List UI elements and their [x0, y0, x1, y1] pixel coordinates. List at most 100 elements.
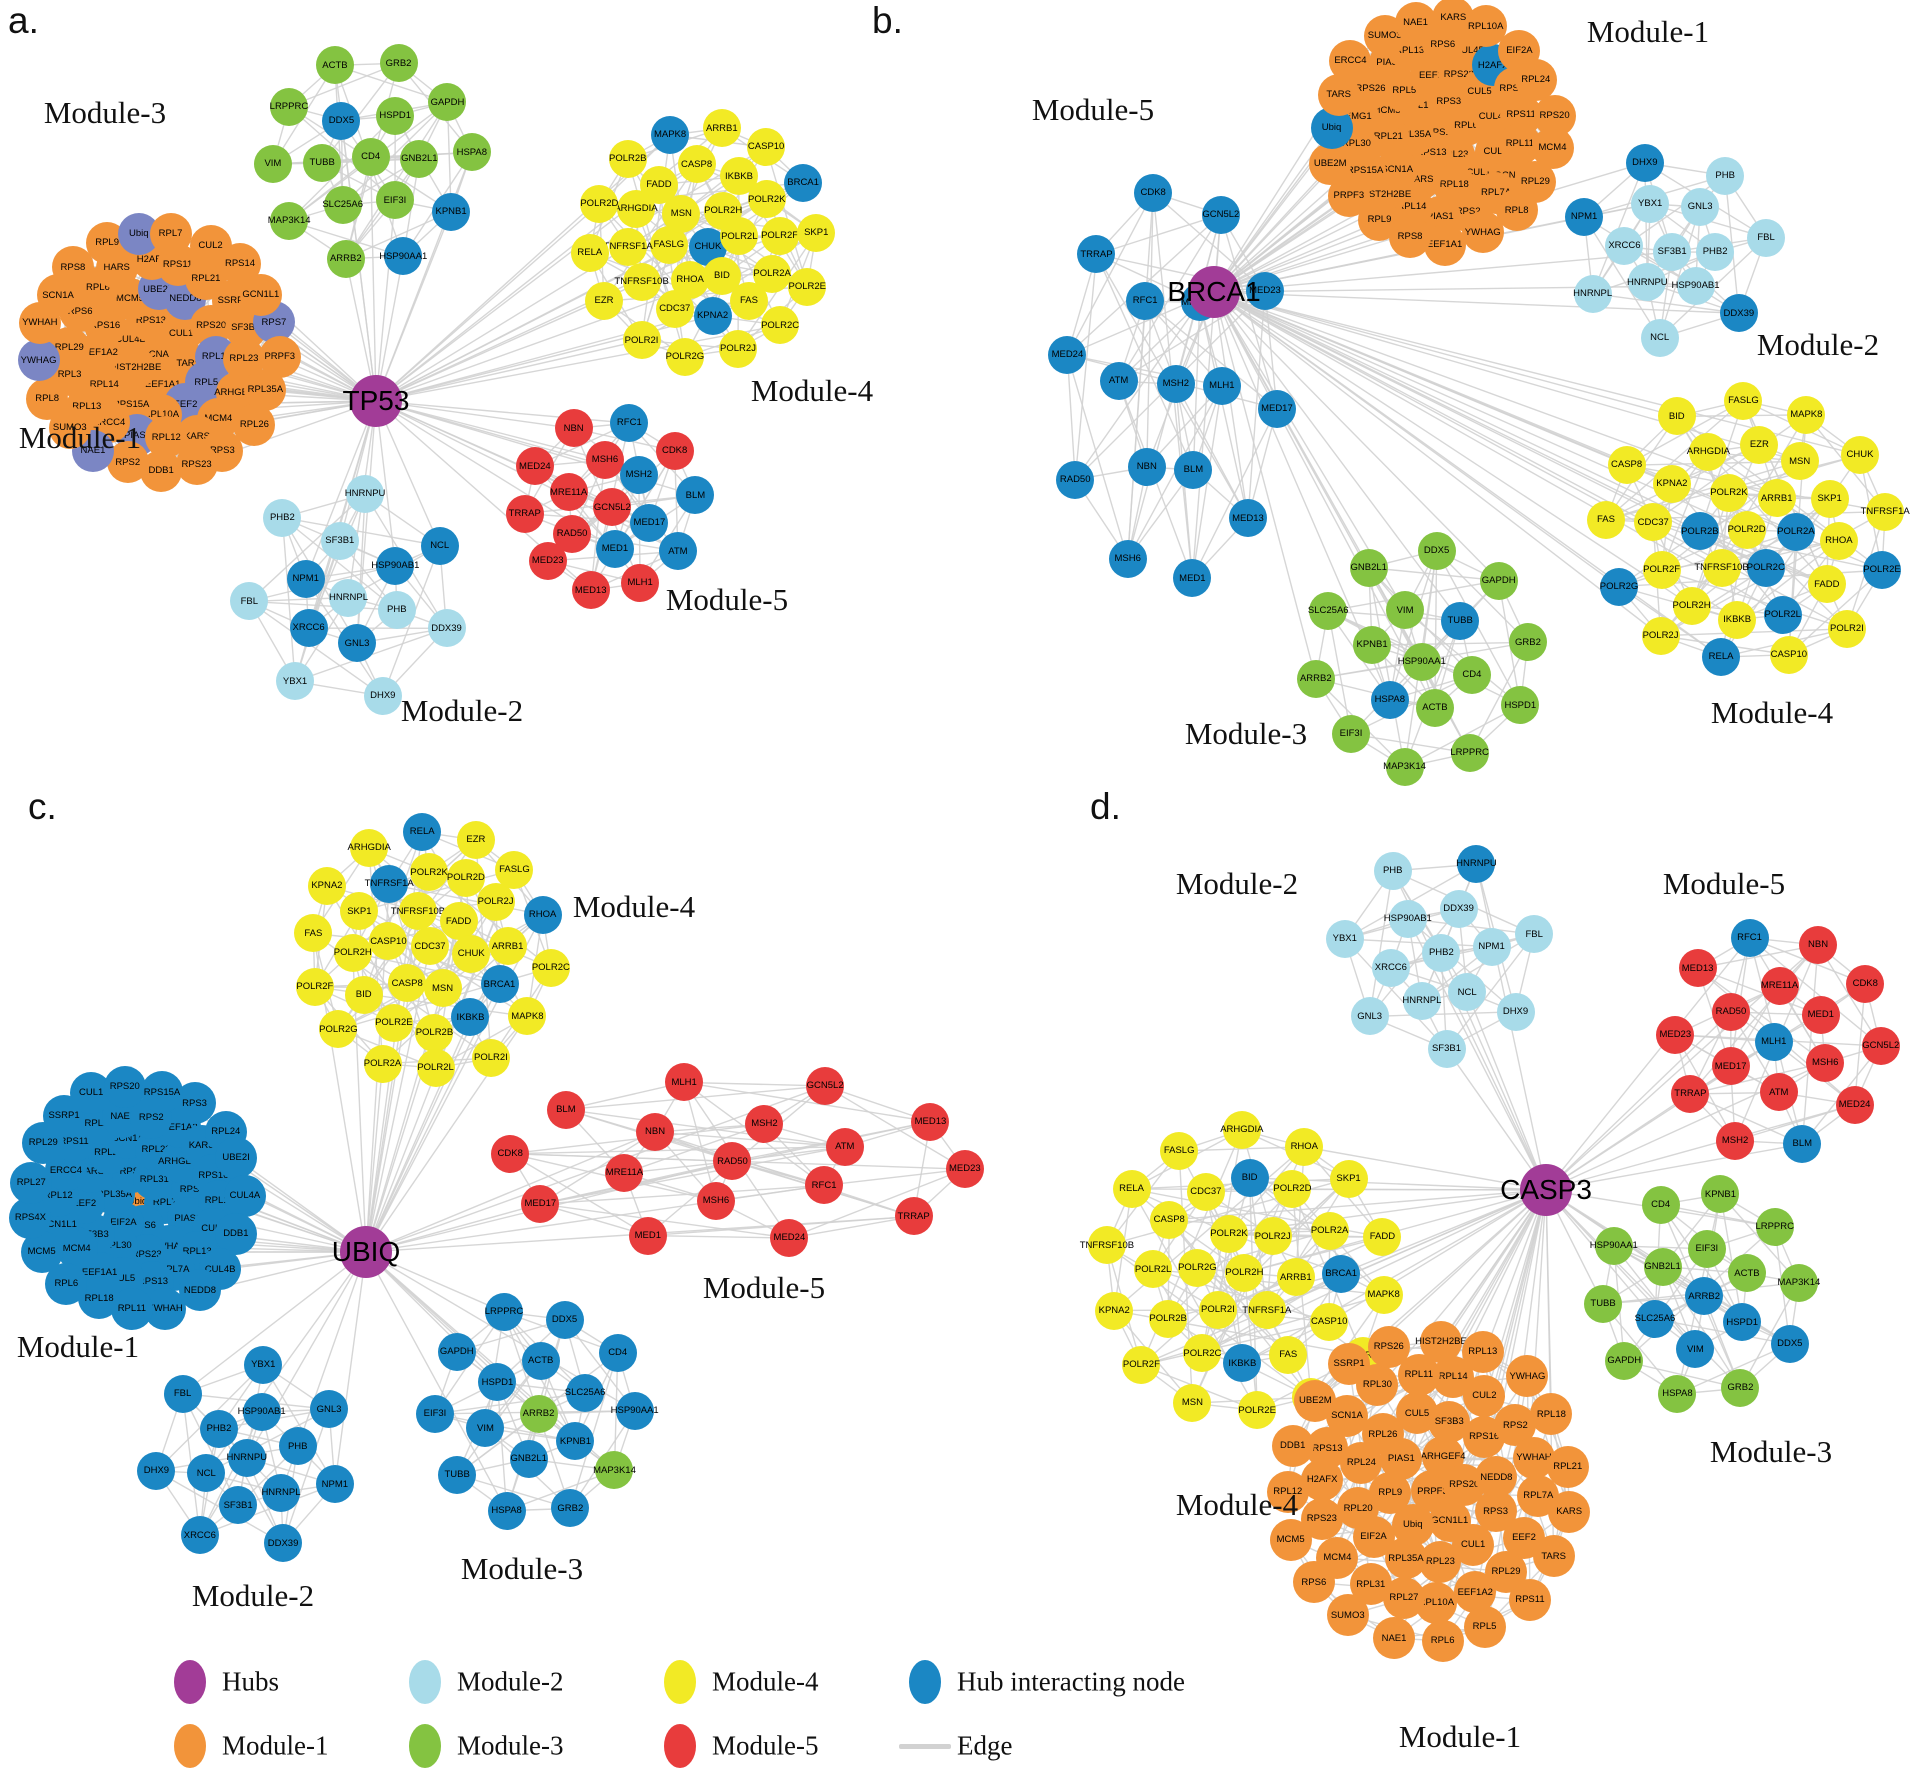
node-SF3B1[interactable]: SF3B1 [219, 1486, 258, 1525]
node-TNFRSF1A[interactable]: TNFRSF1A [1861, 492, 1910, 531]
node-KPNB1[interactable]: KPNB1 [1353, 626, 1392, 665]
node-CASP8[interactable]: CASP8 [1150, 1201, 1189, 1240]
node-GCN1L1[interactable]: GCN1L1 [239, 273, 282, 316]
node-CASP10[interactable]: CASP10 [1310, 1302, 1349, 1341]
node-CDC37[interactable]: CDC37 [655, 289, 694, 328]
node-MRE11A[interactable]: MRE11A [605, 1154, 644, 1193]
node-RPL26[interactable]: RPL26 [1361, 1413, 1404, 1456]
node-YWHAG[interactable]: YWHAG [1461, 211, 1504, 254]
node-MAP3K14[interactable]: MAP3K14 [1383, 748, 1426, 787]
node-MSH2[interactable]: MSH2 [1716, 1121, 1755, 1160]
node-KPNB1[interactable]: KPNB1 [1701, 1175, 1740, 1214]
node-MED13[interactable]: MED13 [911, 1102, 950, 1141]
node-POLR2E[interactable]: POLR2E [374, 1003, 413, 1042]
node-VIM[interactable]: VIM [466, 1409, 505, 1448]
node-YBX1[interactable]: YBX1 [1631, 184, 1670, 223]
node-IKBKB[interactable]: IKBKB [1223, 1344, 1262, 1383]
node-HSPA8[interactable]: HSPA8 [1658, 1375, 1697, 1414]
node-MED1[interactable]: MED1 [1173, 559, 1212, 598]
node-CASP8[interactable]: CASP8 [388, 964, 427, 1003]
node-GCN5L2[interactable]: GCN5L2 [593, 488, 632, 527]
node-MED23[interactable]: MED23 [1656, 1015, 1695, 1054]
node-MSH6[interactable]: MSH6 [1108, 539, 1147, 578]
node-BLM[interactable]: BLM [1174, 450, 1213, 489]
node-RPS6[interactable]: RPS6 [1292, 1561, 1335, 1604]
node-FBL[interactable]: FBL [1515, 915, 1554, 954]
node-BRCA1[interactable]: BRCA1 [1322, 1254, 1361, 1293]
node-FAS[interactable]: FAS [1269, 1336, 1308, 1375]
node-NBN[interactable]: NBN [636, 1113, 675, 1152]
node-TUBB[interactable]: TUBB [438, 1455, 477, 1494]
node-TNFRSF10B[interactable]: TNFRSF10B [1694, 548, 1749, 587]
node-GRB2[interactable]: GRB2 [551, 1489, 590, 1528]
node-FASLG[interactable]: FASLG [1724, 381, 1763, 420]
node-MED13[interactable]: MED13 [571, 571, 610, 610]
node-GNB2L1[interactable]: GNB2L1 [1643, 1247, 1682, 1286]
node-RPL13[interactable]: RPL13 [1461, 1330, 1504, 1373]
node-RFC1[interactable]: RFC1 [1730, 918, 1769, 957]
node-NCL[interactable]: NCL [1640, 318, 1679, 357]
node-PHB[interactable]: PHB [377, 591, 416, 630]
node-POLR2A[interactable]: POLR2A [1310, 1211, 1349, 1250]
node-LRPPRC[interactable]: LRPPRC [1450, 734, 1489, 773]
node-YBX1[interactable]: YBX1 [1325, 919, 1364, 958]
node-POLR2F[interactable]: POLR2F [1642, 551, 1681, 590]
node-ARRB1[interactable]: ARRB1 [702, 109, 741, 148]
node-UBE2I[interactable]: UBE2I [215, 1137, 258, 1180]
node-CD4[interactable]: CD4 [351, 138, 390, 177]
node-GNB2L1[interactable]: GNB2L1 [509, 1440, 548, 1479]
node-KPNA2[interactable]: KPNA2 [693, 296, 732, 335]
node-KPNB1[interactable]: KPNB1 [556, 1422, 595, 1461]
node-HNRNPU[interactable]: HNRNPU [226, 1438, 267, 1477]
node-VIM[interactable]: VIM [1386, 591, 1425, 630]
node-TUBB[interactable]: TUBB [303, 144, 342, 183]
node-GNB2L1[interactable]: GNB2L1 [1349, 548, 1388, 587]
node-HSPD1[interactable]: HSPD1 [1723, 1303, 1762, 1342]
node-MSH6[interactable]: MSH6 [696, 1181, 735, 1220]
node-RHOA[interactable]: RHOA [1285, 1127, 1324, 1166]
node-RPL8[interactable]: RPL8 [26, 377, 69, 420]
node-MED1[interactable]: MED1 [1801, 996, 1840, 1035]
node-MCM5[interactable]: MCM5 [1269, 1518, 1312, 1561]
node-MSH2[interactable]: MSH2 [745, 1105, 784, 1144]
node-POLR2F[interactable]: POLR2F [295, 967, 334, 1006]
node-POLR2H[interactable]: POLR2H [1672, 586, 1711, 625]
node-HSP90AB1[interactable]: HSP90AB1 [1384, 899, 1432, 938]
node-RPL27[interactable]: RPL27 [10, 1161, 53, 1204]
node-MED1[interactable]: MED1 [595, 530, 634, 569]
node-HSP90AA1[interactable]: HSP90AA1 [1590, 1226, 1638, 1265]
node-ARHGDIA[interactable]: ARHGDIA [1220, 1111, 1264, 1150]
node-ARRB2[interactable]: ARRB2 [1685, 1277, 1724, 1316]
node-ATM[interactable]: ATM [825, 1127, 864, 1166]
node-EIF3I[interactable]: EIF3I [375, 181, 414, 220]
node-NEDD8[interactable]: NEDD8 [178, 1269, 221, 1312]
node-Ubiq[interactable]: Ubiq [117, 213, 160, 256]
node-SLC25A6[interactable]: SLC25A6 [322, 186, 363, 224]
node-POLR2K[interactable]: POLR2K [1709, 473, 1748, 512]
node-DDX5[interactable]: DDX5 [545, 1300, 584, 1339]
node-RHOA[interactable]: RHOA [1819, 521, 1858, 560]
node-HSP90AA1[interactable]: HSP90AA1 [379, 237, 427, 276]
node-GNB2L1[interactable]: GNB2L1 [400, 139, 439, 178]
node-RAD50[interactable]: RAD50 [1711, 992, 1750, 1031]
node-TRRAP[interactable]: TRRAP [1671, 1074, 1710, 1113]
node-POLR2F[interactable]: POLR2F [1122, 1346, 1161, 1385]
node-CDK8[interactable]: CDK8 [491, 1134, 530, 1173]
node-DDX5[interactable]: DDX5 [1417, 531, 1456, 570]
node-LRPPRC[interactable]: LRPPRC [1755, 1207, 1794, 1246]
node-ARRB2[interactable]: ARRB2 [326, 239, 365, 278]
node-GAPDH[interactable]: GAPDH [437, 1332, 476, 1371]
node-KPNA2[interactable]: KPNA2 [1095, 1291, 1134, 1330]
node-POLR2B[interactable]: POLR2B [1149, 1299, 1188, 1338]
node-RPL18[interactable]: RPL18 [1530, 1393, 1573, 1436]
node-SF3B1[interactable]: SF3B1 [320, 521, 359, 560]
node-IKBKB[interactable]: IKBKB [1718, 600, 1757, 639]
node-POLR2F[interactable]: POLR2F [760, 216, 799, 255]
node-MRE11A[interactable]: MRE11A [549, 473, 588, 512]
node-MED17[interactable]: MED17 [630, 503, 669, 542]
node-RHOA[interactable]: RHOA [523, 895, 562, 934]
node-RPL7[interactable]: RPL7 [149, 212, 192, 255]
hub-node-ubiq[interactable]: UBIQ [332, 1226, 400, 1278]
node-MSH6[interactable]: MSH6 [1806, 1043, 1845, 1082]
node-POLR2L[interactable]: POLR2L [720, 217, 759, 256]
